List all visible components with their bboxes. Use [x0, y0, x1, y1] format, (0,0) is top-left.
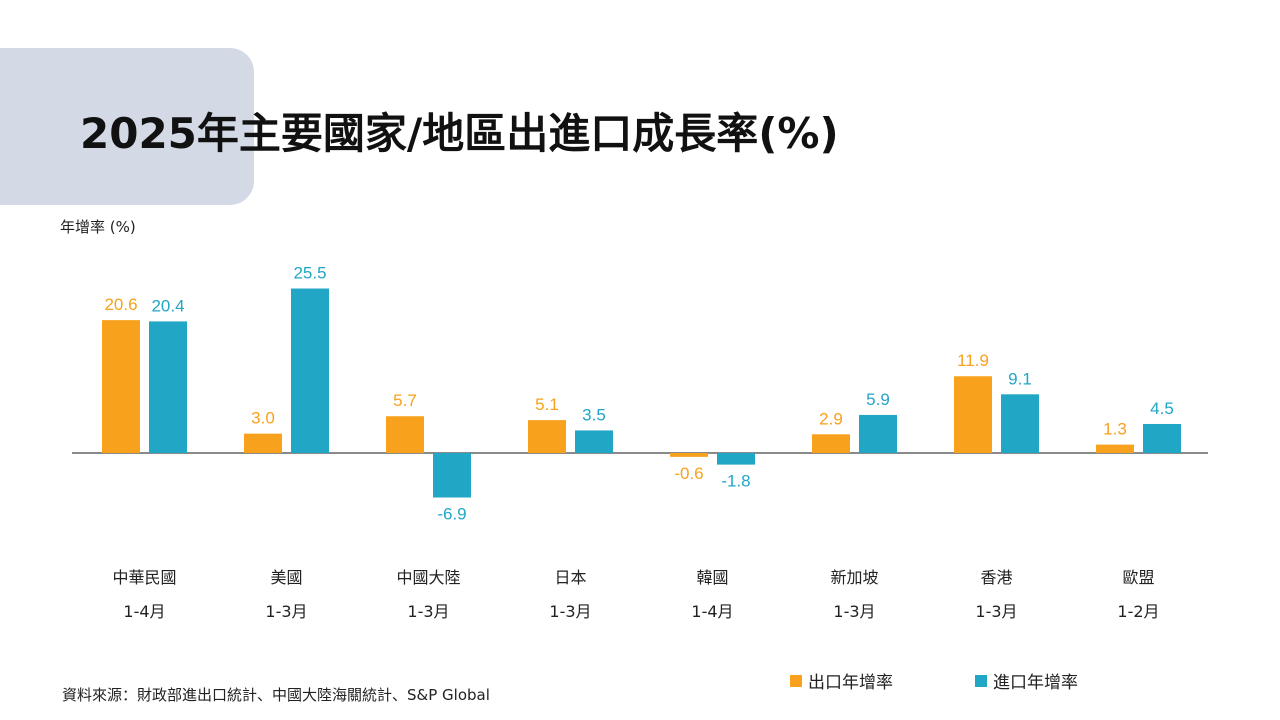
period-label-0: 1-4月	[123, 602, 165, 621]
period-label-1: 1-3月	[265, 602, 307, 621]
value-label-export-1: 3.0	[251, 409, 275, 428]
bar-export-1	[244, 433, 282, 453]
category-label-0: 中華民國	[112, 568, 176, 587]
y-axis-label: 年增率 (%)	[60, 218, 136, 236]
value-label-export-6: 11.9	[957, 351, 989, 370]
legend-item-export: 出口年增率	[790, 668, 893, 693]
category-label-1: 美國	[270, 568, 302, 587]
period-label-2: 1-3月	[407, 602, 449, 621]
value-label-export-7: 1.3	[1103, 420, 1127, 439]
legend: 出口年增率 進口年增率	[790, 668, 1078, 693]
legend-swatch-import	[975, 674, 987, 687]
period-label-4: 1-4月	[691, 602, 733, 621]
category-label-7: 歐盟	[1122, 568, 1154, 587]
category-label-2: 中國大陸	[396, 568, 460, 587]
legend-label-import: 進口年增率	[993, 673, 1078, 693]
bar-import-6	[1001, 394, 1039, 453]
legend-label-export: 出口年增率	[808, 673, 893, 693]
category-label-6: 香港	[980, 568, 1012, 587]
value-label-import-0: 20.4	[151, 296, 184, 315]
value-label-export-3: 5.1	[535, 395, 559, 414]
value-label-import-6: 9.1	[1008, 369, 1032, 388]
bar-export-4	[670, 453, 708, 457]
value-label-import-2: -6.9	[437, 505, 466, 524]
value-label-import-1: 25.5	[293, 264, 326, 283]
value-label-export-2: 5.7	[393, 391, 417, 410]
bar-export-3	[528, 420, 566, 453]
bar-export-2	[386, 416, 424, 453]
category-label-5: 新加坡	[830, 568, 878, 587]
bar-import-2	[433, 453, 471, 498]
bar-import-3	[575, 430, 613, 453]
value-label-export-5: 2.9	[819, 409, 843, 428]
bar-import-4	[717, 453, 755, 465]
source-note: 資料來源：財政部進出口統計、中國大陸海關統計、S&P Global	[62, 686, 490, 704]
period-label-5: 1-3月	[833, 602, 875, 621]
bar-export-6	[954, 376, 992, 453]
bar-import-1	[291, 288, 329, 453]
value-label-export-0: 20.6	[104, 295, 137, 314]
bar-export-0	[102, 320, 140, 453]
period-label-6: 1-3月	[975, 602, 1017, 621]
value-label-import-4: -1.8	[721, 472, 750, 491]
bar-export-7	[1096, 444, 1134, 453]
category-label-4: 韓國	[696, 568, 728, 587]
value-label-export-4: -0.6	[674, 464, 703, 483]
period-label-3: 1-3月	[549, 602, 591, 621]
title-band	[0, 48, 254, 205]
period-label-7: 1-2月	[1117, 602, 1159, 621]
chart-title: 2025年主要國家/地區出進口成長率(%)	[80, 109, 839, 158]
legend-item-import: 進口年增率	[975, 668, 1078, 693]
bar-export-5	[812, 434, 850, 453]
bar-import-0	[149, 321, 187, 453]
value-label-import-3: 3.5	[582, 405, 606, 424]
value-label-import-5: 5.9	[866, 390, 890, 409]
value-label-import-7: 4.5	[1150, 399, 1174, 418]
category-label-3: 日本	[554, 568, 586, 587]
legend-swatch-export	[790, 674, 802, 687]
bar-import-7	[1143, 423, 1181, 453]
bar-import-5	[859, 414, 897, 453]
